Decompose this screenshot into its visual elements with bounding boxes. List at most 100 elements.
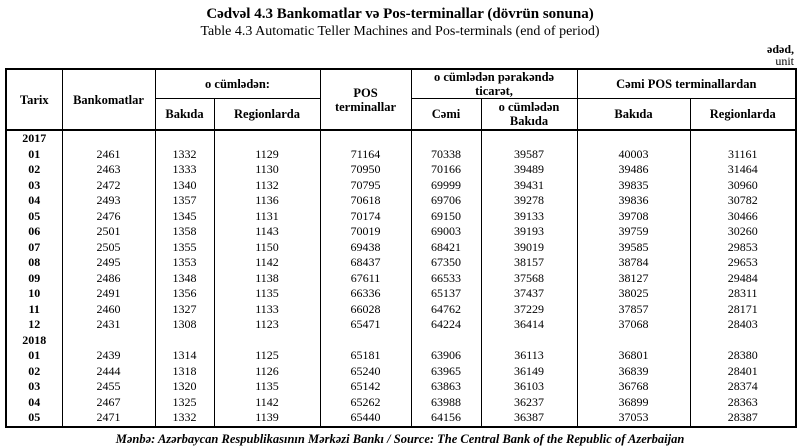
value-cell: 65137 — [410, 286, 482, 302]
value-cell: 2505 — [61, 239, 156, 255]
value-cell: 2461 — [61, 146, 156, 162]
header-regionlarda-pos: Regionlarda — [689, 98, 797, 131]
value-cell: 1356 — [154, 286, 215, 302]
header-bakida: Bakıda — [154, 98, 215, 131]
value-cell: 1348 — [154, 270, 215, 286]
month-label: 04 — [5, 394, 63, 410]
month-label: 10 — [5, 286, 63, 302]
value-cell: 65142 — [319, 379, 412, 395]
value-cell: 64224 — [410, 317, 482, 333]
table-row: 05 2471 1332 1139 65440 64156 36387 37053 28387 — [5, 410, 797, 427]
empty-cell — [689, 130, 797, 147]
value-cell: 29653 — [689, 255, 797, 271]
table-row: 01 2439 1314 1125 65181 63906 36113 36801 28380 — [5, 348, 797, 364]
value-cell: 1142 — [213, 255, 321, 271]
month-label: 09 — [5, 270, 63, 286]
year-row: 2018 — [5, 332, 797, 348]
table-row: 01 2461 1332 1129 71164 70338 39587 40003 31161 — [5, 146, 797, 162]
value-cell: 1150 — [213, 239, 321, 255]
empty-cell — [480, 332, 578, 348]
value-cell: 1142 — [213, 394, 321, 410]
value-cell: 1332 — [154, 146, 215, 162]
value-cell: 65181 — [319, 348, 412, 364]
value-cell: 1308 — [154, 317, 215, 333]
value-cell: 2471 — [61, 410, 156, 427]
table-row: 04 2467 1325 1142 65262 63988 36237 36899 28363 — [5, 394, 797, 410]
value-cell: 37229 — [480, 301, 578, 317]
value-cell: 66533 — [410, 270, 482, 286]
value-cell: 36839 — [576, 363, 691, 379]
value-cell: 31161 — [689, 146, 797, 162]
value-cell: 1143 — [213, 224, 321, 240]
value-cell: 31464 — [689, 162, 797, 178]
month-label: 05 — [5, 208, 63, 224]
value-cell: 1129 — [213, 146, 321, 162]
value-cell: 2431 — [61, 317, 156, 333]
value-cell: 1345 — [154, 208, 215, 224]
value-cell: 36387 — [480, 410, 578, 427]
value-cell: 37857 — [576, 301, 691, 317]
value-cell: 63988 — [410, 394, 482, 410]
header-bakida-pos: Bakıda — [576, 98, 691, 131]
table-row: 04 2493 1357 1136 70618 69706 39278 39836 30782 — [5, 193, 797, 209]
value-cell: 1332 — [154, 410, 215, 427]
value-cell: 71164 — [319, 146, 412, 162]
table-body: 2017 01 2461 1332 1129 71164 70338 39587 40003 31… — [5, 130, 797, 427]
table-row: 09 2486 1348 1138 67611 66533 37568 38127 29484 — [5, 270, 797, 286]
value-cell: 1125 — [213, 348, 321, 364]
value-cell: 2455 — [61, 379, 156, 395]
value-cell: 2501 — [61, 224, 156, 240]
value-cell: 63965 — [410, 363, 482, 379]
value-cell: 36414 — [480, 317, 578, 333]
empty-cell — [213, 130, 321, 147]
value-cell: 69003 — [410, 224, 482, 240]
value-cell: 39133 — [480, 208, 578, 224]
empty-cell — [154, 130, 215, 147]
table-row: 05 2476 1345 1131 70174 69150 39133 39708 30466 — [5, 208, 797, 224]
unit-label-en: unit — [775, 54, 794, 68]
value-cell: 69706 — [410, 193, 482, 209]
table-row: 03 2455 1320 1135 65142 63863 36103 36768 28374 — [5, 379, 797, 395]
value-cell: 38157 — [480, 255, 578, 271]
value-cell: 39585 — [576, 239, 691, 255]
header-o-cumleden-bakida: o cümlədən Bakıda — [480, 98, 578, 131]
value-cell: 1135 — [213, 379, 321, 395]
value-cell: 1353 — [154, 255, 215, 271]
table-row: 12 2431 1308 1123 65471 64224 36414 37068 28403 — [5, 317, 797, 333]
value-cell: 68421 — [410, 239, 482, 255]
value-cell: 1126 — [213, 363, 321, 379]
value-cell: 1136 — [213, 193, 321, 209]
value-cell: 2476 — [61, 208, 156, 224]
value-cell: 39708 — [576, 208, 691, 224]
empty-cell — [154, 332, 215, 348]
value-cell: 28380 — [689, 348, 797, 364]
table-row: 07 2505 1355 1150 69438 68421 39019 39585 29853 — [5, 239, 797, 255]
value-cell: 39278 — [480, 193, 578, 209]
table-row: 10 2491 1356 1135 66336 65137 37437 38025 28311 — [5, 286, 797, 302]
month-label: 08 — [5, 255, 63, 271]
value-cell: 37068 — [576, 317, 691, 333]
value-cell: 39486 — [576, 162, 691, 178]
value-cell: 69438 — [319, 239, 412, 255]
value-cell: 1325 — [154, 394, 215, 410]
value-cell: 1357 — [154, 193, 215, 209]
value-cell: 39835 — [576, 177, 691, 193]
value-cell: 39019 — [480, 239, 578, 255]
table-title-az: Cədvəl 4.3 Bankomatlar və Pos-terminalla… — [206, 6, 594, 22]
value-cell: 1340 — [154, 177, 215, 193]
value-cell: 28403 — [689, 317, 797, 333]
value-cell: 1130 — [213, 162, 321, 178]
table-row: 02 2463 1333 1130 70950 70166 39489 39486 31464 — [5, 162, 797, 178]
value-cell: 63906 — [410, 348, 482, 364]
value-cell: 37437 — [480, 286, 578, 302]
value-cell: 65471 — [319, 317, 412, 333]
value-cell: 30782 — [689, 193, 797, 209]
value-cell: 28374 — [689, 379, 797, 395]
value-cell: 36768 — [576, 379, 691, 395]
value-cell: 1358 — [154, 224, 215, 240]
value-cell: 63863 — [410, 379, 482, 395]
value-cell: 2463 — [61, 162, 156, 178]
value-cell: 2495 — [61, 255, 156, 271]
value-cell: 28401 — [689, 363, 797, 379]
value-cell: 70338 — [410, 146, 482, 162]
